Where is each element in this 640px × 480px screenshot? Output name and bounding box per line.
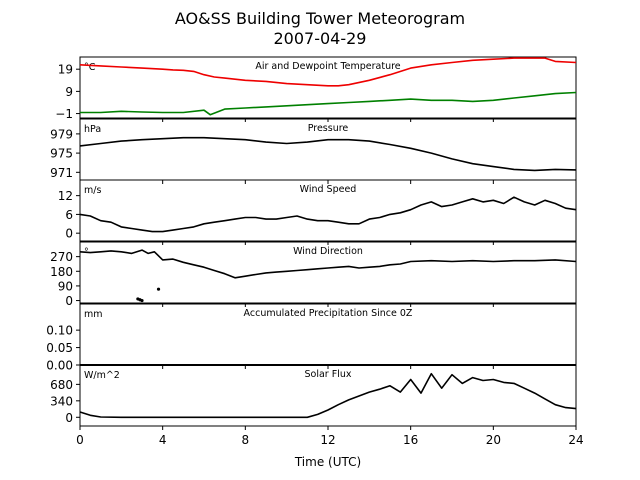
temperature-ytick-label: 19 <box>58 63 73 77</box>
wind-speed-unit-label: m/s <box>84 185 101 196</box>
solar-flux-panel: 0 340 680 W/m^2 Solar Flux <box>50 364 577 430</box>
precipitation-title: Accumulated Precipitation Since 0Z <box>244 308 413 319</box>
wind-direction-title: Wind Direction <box>293 246 363 257</box>
wind-speed-ytick-label: 0 <box>65 227 73 241</box>
precipitation-unit-label: mm <box>84 309 103 320</box>
temperature-unit-label: °C <box>84 62 96 73</box>
pressure-ytick-label: 975 <box>50 147 73 161</box>
temperature-panel: −1 9 19 °C Air and Dewpoint Temperature <box>55 56 577 122</box>
pressure-title: Pressure <box>308 123 349 134</box>
temperature-ytick-label: −1 <box>55 107 73 121</box>
wind-speed-ytick-label: 6 <box>65 208 73 222</box>
wind-direction-ytick-label: 90 <box>58 279 73 293</box>
solar-flux-unit-label: W/m^2 <box>84 370 120 381</box>
temperature-title: Air and Dewpoint Temperature <box>255 61 400 72</box>
precipitation-panel: 0.00 0.05 0.10 mm Accumulated Precipitation … <box>46 303 577 373</box>
x-tick-label: 16 <box>403 433 418 447</box>
precipitation-ytick-label: 0.00 <box>46 359 73 373</box>
wind-speed-panel: 0 6 12 m/s Wind Speed <box>58 179 577 245</box>
figure-title: AO&SS Building Tower Meteorogram <box>175 9 465 28</box>
temperature-series-line <box>80 91 577 116</box>
figure-date: 2007-04-29 <box>274 29 367 48</box>
x-tick-label: 24 <box>568 433 583 447</box>
pressure-unit-label: hPa <box>84 124 101 135</box>
x-tick-label: 0 <box>76 433 84 447</box>
x-tick-label: 8 <box>242 433 250 447</box>
pressure-series-line <box>79 136 577 172</box>
wind-direction-point <box>140 298 144 303</box>
solar-flux-ytick-label: 0 <box>65 411 73 425</box>
wind-direction-point <box>156 287 161 291</box>
wind-direction-series-line <box>79 249 577 279</box>
pressure-ytick-label: 971 <box>50 166 73 180</box>
x-tick-label: 12 <box>320 433 335 447</box>
wind-speed-ytick-label: 12 <box>58 189 73 203</box>
x-axis: 0 4 8 12 16 20 24 <box>76 433 583 447</box>
wind-direction-ytick-label: 270 <box>50 250 73 264</box>
wind-speed-title: Wind Speed <box>300 184 357 195</box>
temperature-series-line <box>79 57 577 87</box>
solar-flux-ytick-label: 680 <box>50 378 73 392</box>
precipitation-ytick-label: 0.10 <box>46 324 73 338</box>
wind-direction-ytick-label: 180 <box>50 265 73 279</box>
x-tick-label: 4 <box>159 433 167 447</box>
x-tick-label: 20 <box>486 433 501 447</box>
solar-flux-ytick-label: 340 <box>50 394 73 408</box>
wind-direction-ytick-label: 0 <box>65 294 73 308</box>
temperature-ytick-label: 9 <box>65 85 73 99</box>
wind-speed-series-line <box>79 196 577 233</box>
x-axis-label: Time (UTC) <box>294 455 361 469</box>
solar-flux-title: Solar Flux <box>305 369 352 380</box>
pressure-panel: 971 975 979 hPa Pressure <box>50 118 577 184</box>
precipitation-ytick-label: 0.05 <box>46 341 73 355</box>
pressure-ytick-label: 979 <box>50 127 73 141</box>
solar-flux-series-line <box>79 372 577 419</box>
